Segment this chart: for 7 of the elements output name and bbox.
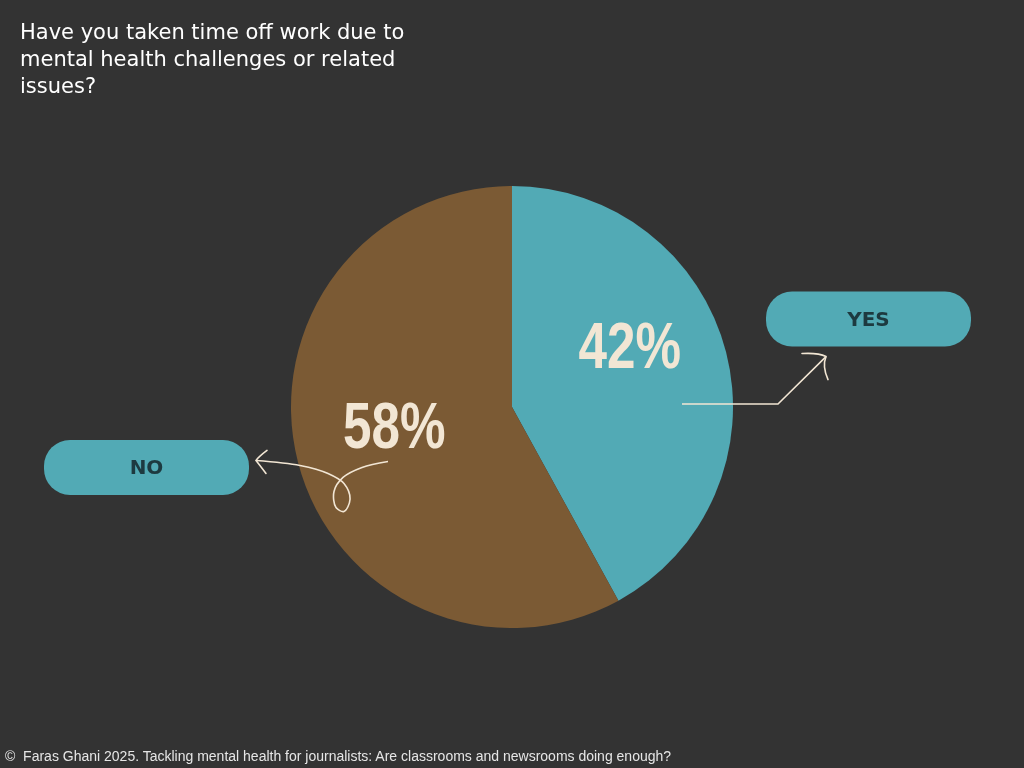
slice-label: NO [129,455,164,480]
data-label: 42% [578,310,681,382]
chart-title: Have you taken time off work due to mental health challenges or related issues? [20,20,405,98]
slice-label: YES [846,307,890,332]
text: © Faras Ghani 2025. Tackling mental health for journalists: Are classrooms and newsrooms doing enough? [5,748,672,764]
pie-slice [512,186,733,601]
data-label: 58% [343,390,446,462]
